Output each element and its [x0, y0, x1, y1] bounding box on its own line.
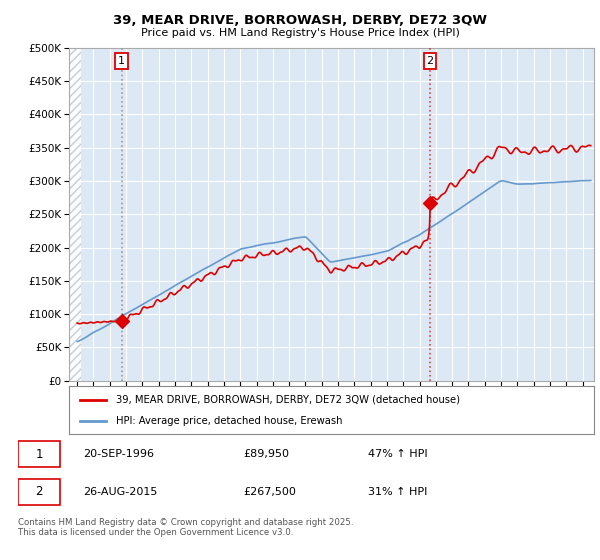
- Text: 39, MEAR DRIVE, BORROWASH, DERBY, DE72 3QW: 39, MEAR DRIVE, BORROWASH, DERBY, DE72 3…: [113, 14, 487, 27]
- Text: 47% ↑ HPI: 47% ↑ HPI: [368, 449, 427, 459]
- Point: [116, 316, 127, 325]
- Text: Price paid vs. HM Land Registry's House Price Index (HPI): Price paid vs. HM Land Registry's House …: [140, 28, 460, 38]
- Text: 39, MEAR DRIVE, BORROWASH, DERBY, DE72 3QW (detached house): 39, MEAR DRIVE, BORROWASH, DERBY, DE72 3…: [116, 395, 460, 405]
- Text: £89,950: £89,950: [244, 449, 290, 459]
- Text: 26-AUG-2015: 26-AUG-2015: [83, 487, 157, 497]
- Text: Contains HM Land Registry data © Crown copyright and database right 2025.
This d: Contains HM Land Registry data © Crown c…: [18, 518, 353, 538]
- Point: [425, 198, 435, 207]
- Text: 20-SEP-1996: 20-SEP-1996: [83, 449, 154, 459]
- Text: 2: 2: [427, 56, 434, 66]
- FancyBboxPatch shape: [18, 479, 60, 505]
- Text: 1: 1: [118, 56, 125, 66]
- Text: 31% ↑ HPI: 31% ↑ HPI: [368, 487, 427, 497]
- Text: 2: 2: [35, 486, 43, 498]
- Bar: [69, 48, 81, 381]
- Text: HPI: Average price, detached house, Erewash: HPI: Average price, detached house, Erew…: [116, 416, 343, 426]
- FancyBboxPatch shape: [18, 441, 60, 467]
- Text: £267,500: £267,500: [244, 487, 296, 497]
- Text: 1: 1: [35, 447, 43, 461]
